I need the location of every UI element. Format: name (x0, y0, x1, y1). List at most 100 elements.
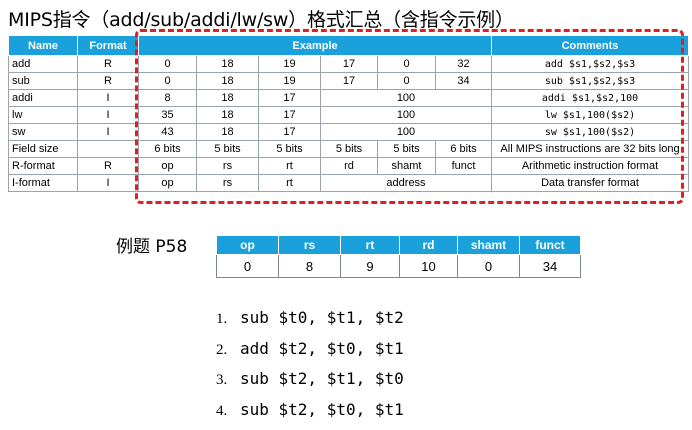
cell-format: R (78, 158, 139, 175)
cell-comment: lw $s1,100($s2) (492, 107, 689, 124)
cell-field: 43 (139, 124, 197, 141)
cell-name: addi (9, 90, 78, 107)
cell-comment: add $s1,$s2,$s3 (492, 56, 689, 73)
cell-name: R-format (9, 158, 78, 175)
cell-name: Field size (9, 141, 78, 158)
cell-field: 8 (139, 90, 197, 107)
table-row: R-format R op rs rt rd shamt funct Arith… (9, 158, 689, 175)
cell-field: op (139, 175, 197, 192)
cell-field: funct (436, 158, 492, 175)
header-example: Example (139, 36, 492, 56)
cell-field: 19 (259, 73, 321, 90)
list-item: 4.sub $t2, $t0, $t1 (216, 400, 404, 430)
table-row: Field size 6 bits 5 bits 5 bits 5 bits 5… (9, 141, 689, 158)
cell-field: rd (321, 158, 378, 175)
table-row: add R 0 18 19 17 0 32 add $s1,$s2,$s3 (9, 56, 689, 73)
table-header-row: Name Format Example Comments (9, 36, 689, 56)
header-comments: Comments (492, 36, 689, 56)
cell-field: 17 (321, 73, 378, 90)
header-rd: rd (400, 236, 458, 255)
instruction-text: sub $t0, $t1, $t2 (240, 308, 404, 327)
cell-field: rs (197, 175, 259, 192)
item-number: 2. (216, 342, 240, 359)
cell-comment: addi $s1,$s2,100 (492, 90, 689, 107)
cell-format: I (78, 124, 139, 141)
example-label: 例题 P58 (116, 232, 187, 257)
cell-field: 32 (436, 56, 492, 73)
page-title: MIPS指令（add/sub/addi/lw/sw）格式汇总（含指令示例） (8, 5, 514, 32)
list-item: 2.add $t2, $t0, $t1 (216, 339, 404, 370)
cell-field: shamt (378, 158, 436, 175)
cell-field: 17 (259, 107, 321, 124)
cell-field: 17 (321, 56, 378, 73)
cell-field: 0 (139, 73, 197, 90)
list-item: 3.sub $t2, $t1, $t0 (216, 369, 404, 400)
cell-comment: Arithmetic instruction format (492, 158, 689, 175)
header-funct: funct (520, 236, 581, 255)
cell-field: 18 (197, 107, 259, 124)
cell-comment: sw $s1,100($s2) (492, 124, 689, 141)
cell-field: op (139, 158, 197, 175)
cell-field: 6 bits (436, 141, 492, 158)
header-rs: rs (279, 236, 341, 255)
cell-field: 5 bits (259, 141, 321, 158)
value-rd: 10 (400, 255, 458, 278)
header-shamt: shamt (458, 236, 520, 255)
cell-format: I (78, 175, 139, 192)
cell-field-offset: 100 (321, 124, 492, 141)
cell-field: 35 (139, 107, 197, 124)
cell-field: 0 (139, 56, 197, 73)
cell-field: rt (259, 175, 321, 192)
header-rt: rt (341, 236, 400, 255)
table-row: addi I 8 18 17 100 addi $s1,$s2,100 (9, 90, 689, 107)
cell-format: R (78, 73, 139, 90)
cell-format (78, 141, 139, 158)
cell-name: add (9, 56, 78, 73)
cell-format: I (78, 90, 139, 107)
cell-name: sw (9, 124, 78, 141)
cell-field-immediate: 100 (321, 90, 492, 107)
cell-comment: sub $s1,$s2,$s3 (492, 73, 689, 90)
example-values-row: 0 8 9 10 0 34 (217, 255, 581, 278)
cell-field: 0 (378, 56, 436, 73)
cell-field: 18 (197, 124, 259, 141)
cell-field: rs (197, 158, 259, 175)
instruction-text: add $t2, $t0, $t1 (240, 339, 404, 358)
cell-field: 18 (197, 90, 259, 107)
item-number: 4. (216, 403, 240, 420)
cell-field: 34 (436, 73, 492, 90)
cell-comment: Data transfer format (492, 175, 689, 192)
value-op: 0 (217, 255, 279, 278)
table-row: sw I 43 18 17 100 sw $s1,100($s2) (9, 124, 689, 141)
cell-field: 5 bits (378, 141, 436, 158)
instruction-text: sub $t2, $t0, $t1 (240, 400, 404, 419)
item-number: 1. (216, 311, 240, 328)
value-rs: 8 (279, 255, 341, 278)
value-rt: 9 (341, 255, 400, 278)
cell-name: lw (9, 107, 78, 124)
table-row: lw I 35 18 17 100 lw $s1,100($s2) (9, 107, 689, 124)
cell-name: I-format (9, 175, 78, 192)
cell-field-address: address (321, 175, 492, 192)
value-shamt: 0 (458, 255, 520, 278)
cell-field: 19 (259, 56, 321, 73)
header-op: op (217, 236, 279, 255)
instruction-list: 1.sub $t0, $t1, $t2 2.add $t2, $t0, $t1 … (216, 308, 404, 430)
cell-comment: All MIPS instructions are 32 bits long (492, 141, 689, 158)
example-header-row: op rs rt rd shamt funct (217, 236, 581, 255)
cell-field-offset: 100 (321, 107, 492, 124)
example-table: op rs rt rd shamt funct 0 8 9 10 0 34 (216, 235, 581, 278)
cell-format: I (78, 107, 139, 124)
instruction-text: sub $t2, $t1, $t0 (240, 369, 404, 388)
table-row: sub R 0 18 19 17 0 34 sub $s1,$s2,$s3 (9, 73, 689, 90)
mips-format-table: Name Format Example Comments add R 0 18 … (8, 35, 689, 192)
header-format: Format (78, 36, 139, 56)
list-item: 1.sub $t0, $t1, $t2 (216, 308, 404, 339)
cell-field: 5 bits (197, 141, 259, 158)
cell-field: 18 (197, 73, 259, 90)
cell-field: 18 (197, 56, 259, 73)
cell-field: 17 (259, 124, 321, 141)
cell-format: R (78, 56, 139, 73)
cell-field: 0 (378, 73, 436, 90)
header-name: Name (9, 36, 78, 56)
